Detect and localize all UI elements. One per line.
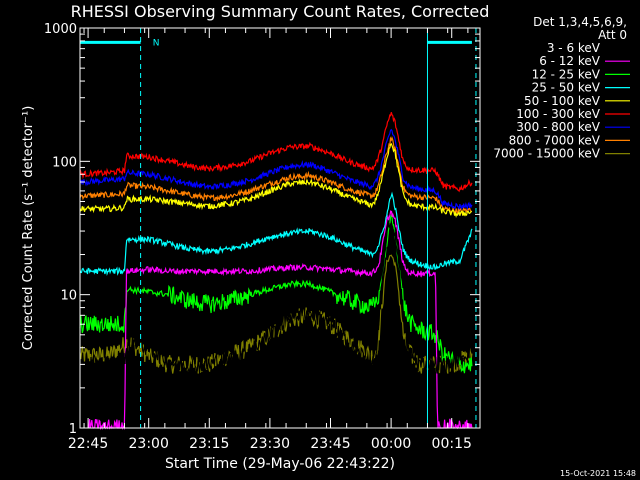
y-axis-label: Corrected Count Rate (s⁻¹ detector⁻¹) (21, 106, 36, 351)
legend-label-7: 800 - 7000 keV (509, 133, 601, 147)
legend-title-line-1: Det 1,3,4,5,6,9, (533, 15, 627, 29)
series-line-4 (79, 142, 472, 219)
series-line-6 (79, 128, 473, 211)
x-tick-label-3: 23:30 (250, 436, 290, 452)
x-tick-label-1: 23:00 (129, 436, 169, 452)
timestamp: 15-Oct-2021 15:48 (560, 469, 636, 478)
legend-label-1: 6 - 12 keV (539, 54, 601, 68)
legend-label-4: 50 - 100 keV (524, 94, 601, 108)
x-tick-label-2: 23:15 (189, 436, 229, 452)
series-line-5 (79, 112, 473, 193)
chart-title: RHESSI Observing Summary Count Rates, Co… (71, 2, 490, 21)
series-line-1 (87, 210, 473, 431)
series-layer (79, 112, 473, 431)
legend-label-3: 25 - 50 keV (532, 81, 601, 95)
x-tick-label-5: 00:00 (371, 436, 411, 452)
legend-label-0: 3 - 6 keV (547, 41, 601, 55)
series-line-2 (79, 214, 473, 374)
legend-label-5: 100 - 300 keV (516, 107, 600, 121)
legend-label-8: 7000 - 15000 keV (493, 147, 600, 161)
legend-label-2: 12 - 25 keV (532, 67, 601, 81)
y-tick-label-3: 1000 (44, 22, 77, 37)
legend-label-6: 300 - 800 keV (516, 120, 600, 134)
plot-frame (79, 27, 481, 429)
series-line-0 (87, 221, 473, 375)
series-line-3 (79, 191, 473, 276)
y-tick-label-2: 100 (52, 155, 77, 170)
series-line-7 (79, 136, 472, 217)
x-axis-label: Start Time (29-May-06 22:43:22) (165, 456, 395, 472)
y-tick-label-0: 1 (69, 422, 77, 437)
legend-title-line-2: Att 0 (598, 28, 627, 42)
x-tick-label-0: 22:45 (68, 436, 108, 452)
y-tick-label-1: 10 (60, 289, 77, 304)
x-tick-label-6: 00:15 (432, 436, 472, 452)
n-marker: N (153, 38, 160, 48)
x-tick-label-4: 23:45 (310, 436, 350, 452)
axis-layer: 1 10 100 1000 22:45 23:00 23:15 23:30 23:45 00:00… (44, 22, 480, 452)
